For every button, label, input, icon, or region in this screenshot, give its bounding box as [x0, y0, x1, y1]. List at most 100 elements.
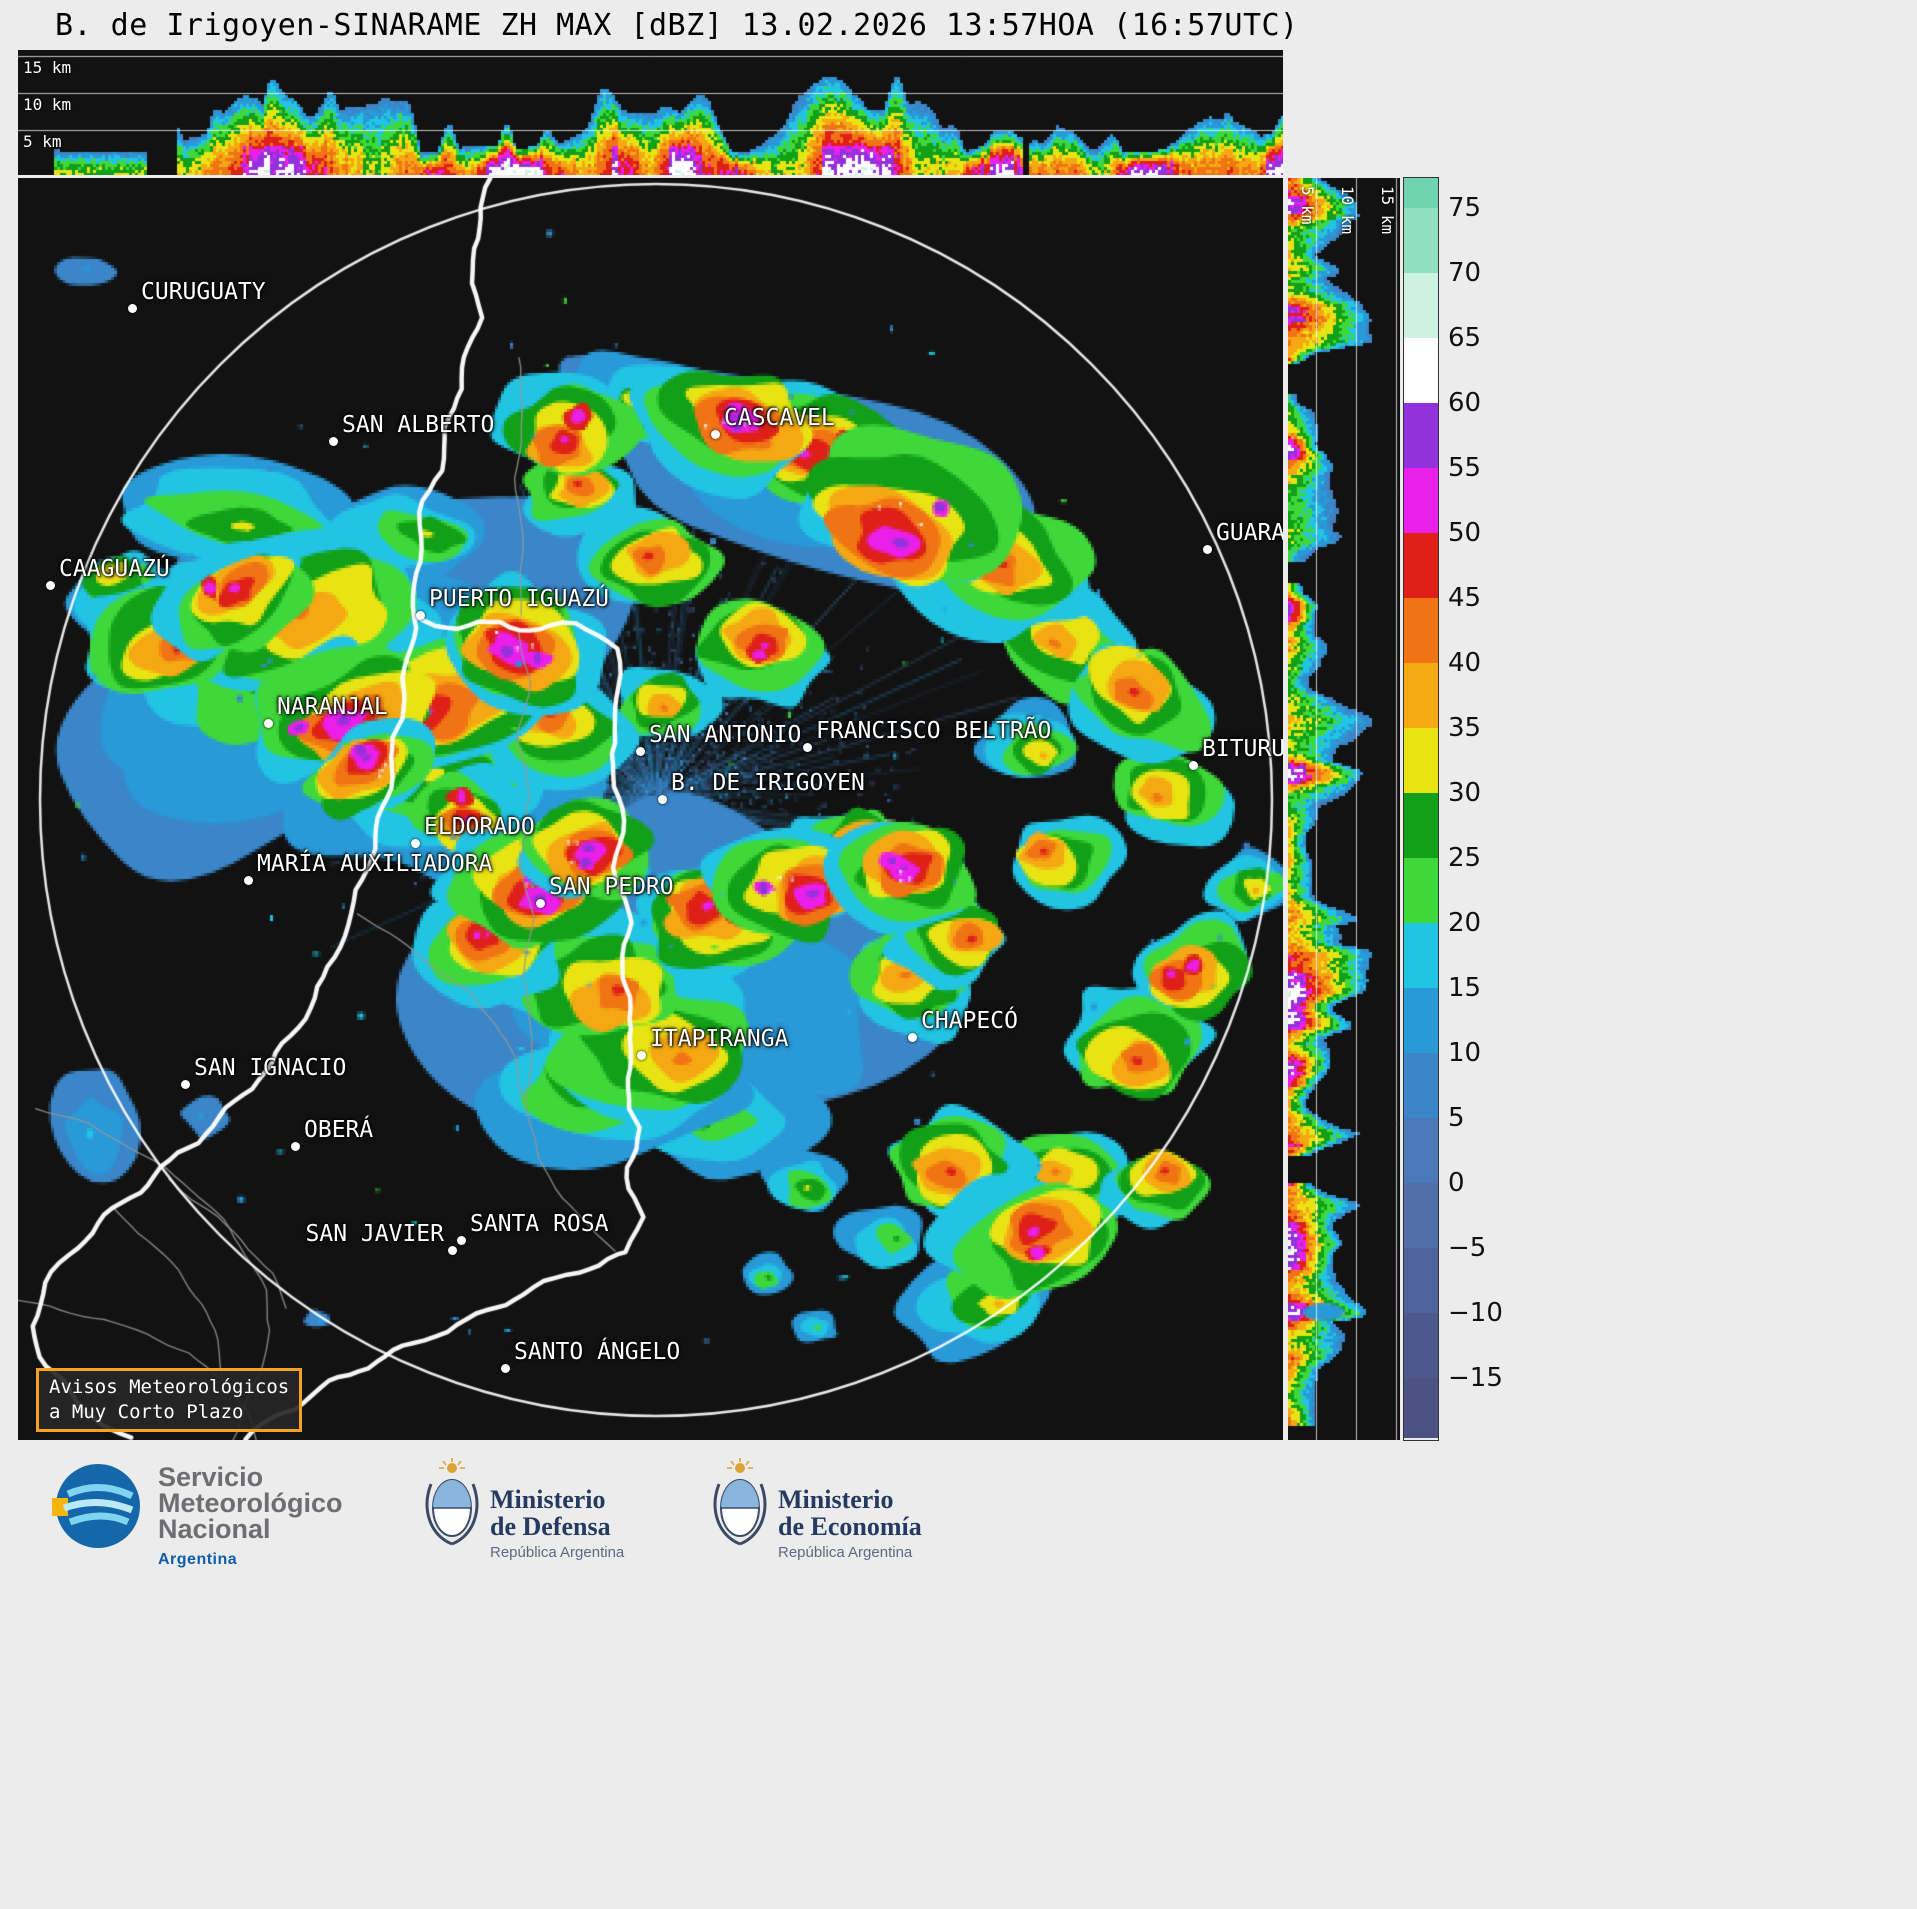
city-label-b-de-irigoyen: B. DE IRIGOYEN — [671, 770, 865, 796]
city-dot-bituruna — [1189, 761, 1198, 770]
dbz-tick-label-5: 5 — [1448, 1103, 1465, 1133]
city-label-itapiranga: ITAPIRANGA — [650, 1026, 789, 1052]
dbz-tick-label-35: 35 — [1448, 713, 1482, 743]
city-dot-mar-a-auxiliadora — [244, 876, 253, 885]
city-dot-francisco-beltr-o — [803, 743, 812, 752]
colorbar-segment-14 — [1404, 1118, 1438, 1183]
colorbar-segment-15 — [1404, 1183, 1438, 1248]
altitude-label-5km-vertical: 5 km — [1298, 186, 1317, 225]
colorbar-segment-5 — [1404, 533, 1438, 598]
economia-subtitle: República Argentina — [778, 1544, 913, 1561]
city-dot-curuguaty — [128, 304, 137, 313]
top-cross-section-panel: 15 km 10 km 5 km — [18, 50, 1283, 175]
city-dot-chapec — [908, 1033, 917, 1042]
dbz-tick-label-20: 20 — [1448, 908, 1482, 938]
economia-line1: Ministerio — [778, 1485, 894, 1514]
city-label-san-javier: SAN JAVIER — [305, 1221, 444, 1247]
colorbar-segment-13 — [1404, 1053, 1438, 1118]
city-label-francisco-beltr-o: FRANCISCO BELTRÃO — [816, 718, 1052, 744]
dbz-tick-label-70: 70 — [1448, 258, 1482, 288]
dbz-tick-label-50: 50 — [1448, 518, 1482, 548]
dbz-tick-label-15: 15 — [1448, 973, 1482, 1003]
colorbar-segment-16 — [1404, 1248, 1438, 1313]
defensa-line2: de Defensa — [490, 1512, 611, 1541]
city-dot-puerto-iguaz — [416, 611, 425, 620]
city-label-san-alberto: SAN ALBERTO — [342, 412, 495, 438]
dbz-tick-label-−10: −10 — [1448, 1298, 1503, 1328]
colorbar-gradient — [1403, 177, 1439, 1441]
city-dot-ober — [291, 1142, 300, 1151]
dbz-colorbar: 75 70 65 60 55 50 45 40 35 30 25 20 15 10 5 0 −5 −10 −15 — [1403, 177, 1544, 1441]
city-label-ober: OBERÁ — [304, 1117, 374, 1143]
city-label-caaguaz: CAAGUAZÚ — [59, 556, 170, 582]
colorbar-segment-17 — [1404, 1313, 1438, 1378]
defensa-subtitle: República Argentina — [490, 1544, 625, 1561]
city-dot-b-de-irigoyen — [658, 795, 667, 804]
city-label-cascavel: CASCAVEL — [724, 405, 835, 431]
dbz-tick-label-60: 60 — [1448, 388, 1482, 418]
city-dot-san-javier — [448, 1246, 457, 1255]
city-dot-santa-rosa — [457, 1236, 466, 1245]
city-label-eldorado: ELDORADO — [424, 814, 535, 840]
dbz-tick-label-0: 0 — [1448, 1168, 1465, 1198]
colorbar-segment-0 — [1404, 208, 1438, 273]
colorbar-segment-4 — [1404, 468, 1438, 533]
city-label-san-antonio: SAN ANTONIO — [649, 722, 802, 748]
ministerio-defensa-branding: Ministerio de Defensa República Argentin… — [424, 1454, 624, 1561]
altitude-label-5km: 5 km — [23, 132, 62, 151]
city-label-guarapuava: GUARAPUAVA — [1216, 520, 1283, 546]
colorbar-cap-top — [1404, 178, 1438, 208]
city-dot-san-antonio — [636, 747, 645, 756]
smn-name-line3: Nacional — [158, 1514, 271, 1544]
city-dot-eldorado — [411, 839, 420, 848]
altitude-label-15km: 15 km — [23, 58, 72, 77]
advisory-line1: Avisos Meteorológicos — [49, 1376, 290, 1398]
dbz-tick-label-75: 75 — [1448, 193, 1482, 223]
ppi-panel: CURUGUATY SAN ALBERTO CASCAVEL CAAGUAZÚ PUER… — [18, 178, 1283, 1440]
dbz-tick-label-55: 55 — [1448, 453, 1482, 483]
coat-of-arms-icon — [425, 1458, 479, 1546]
city-label-santa-rosa: SANTA ROSA — [470, 1211, 609, 1237]
product-title: B. de Irigoyen-SINARAME ZH MAX [dBZ] 13.… — [55, 8, 1299, 43]
coat-of-arms-icon — [713, 1458, 767, 1546]
city-dot-caaguaz — [46, 581, 55, 590]
defensa-line1: Ministerio — [490, 1485, 606, 1514]
colorbar-segment-10 — [1404, 858, 1438, 923]
city-label-mar-a-auxiliadora: MARÍA AUXILIADORA — [257, 851, 493, 877]
city-dot-san-ignacio — [181, 1080, 190, 1089]
city-label-bituruna: BITURUNA — [1202, 736, 1283, 762]
city-label-chapec: CHAPECÓ — [921, 1008, 1018, 1034]
city-dot-guarapuava — [1203, 545, 1212, 554]
altitude-label-15km-vertical: 15 km — [1378, 186, 1397, 235]
city-label-naranjal: NARANJAL — [277, 694, 388, 720]
city-label-santo-ngelo: SANTO ÁNGELO — [514, 1339, 681, 1365]
dbz-tick-label-25: 25 — [1448, 843, 1482, 873]
vertical-cross-section-panel: 5 km 10 km 15 km — [1288, 178, 1400, 1440]
dbz-tick-label-10: 10 — [1448, 1038, 1482, 1068]
top-cross-section-canvas — [18, 50, 1283, 175]
city-dot-cascavel — [711, 430, 720, 439]
city-dot-san-pedro — [536, 899, 545, 908]
colorbar-segment-11 — [1404, 923, 1438, 988]
city-label-puerto-iguaz: PUERTO IGUAZÚ — [429, 586, 610, 612]
city-layer: CURUGUATY SAN ALBERTO CASCAVEL CAAGUAZÚ PUER… — [18, 178, 1283, 1440]
dbz-tick-label-40: 40 — [1448, 648, 1482, 678]
city-label-curuguaty: CURUGUATY — [141, 279, 266, 305]
advisory-link[interactable]: Avisos Meteorológicos a Muy Corto Plazo — [36, 1368, 303, 1432]
colorbar-segment-3 — [1404, 403, 1438, 468]
city-label-san-ignacio: SAN IGNACIO — [194, 1055, 347, 1081]
colorbar-segment-7 — [1404, 663, 1438, 728]
economia-line2: de Economía — [778, 1512, 922, 1541]
smn-country-label: Argentina — [158, 1551, 238, 1568]
dbz-tick-label-65: 65 — [1448, 323, 1482, 353]
smn-logo-icon — [52, 1464, 140, 1548]
smn-branding: Servicio Meteorológico Nacional Argentin… — [158, 1464, 343, 1573]
city-dot-san-alberto — [329, 437, 338, 446]
dbz-tick-label-−5: −5 — [1448, 1233, 1487, 1263]
dbz-tick-label-−15: −15 — [1448, 1363, 1503, 1393]
footer: Servicio Meteorológico Nacional Argentin… — [0, 1442, 1917, 1909]
city-dot-naranjal — [264, 719, 273, 728]
smn-name-line1: Servicio — [158, 1462, 264, 1492]
colorbar-segment-1 — [1404, 273, 1438, 338]
